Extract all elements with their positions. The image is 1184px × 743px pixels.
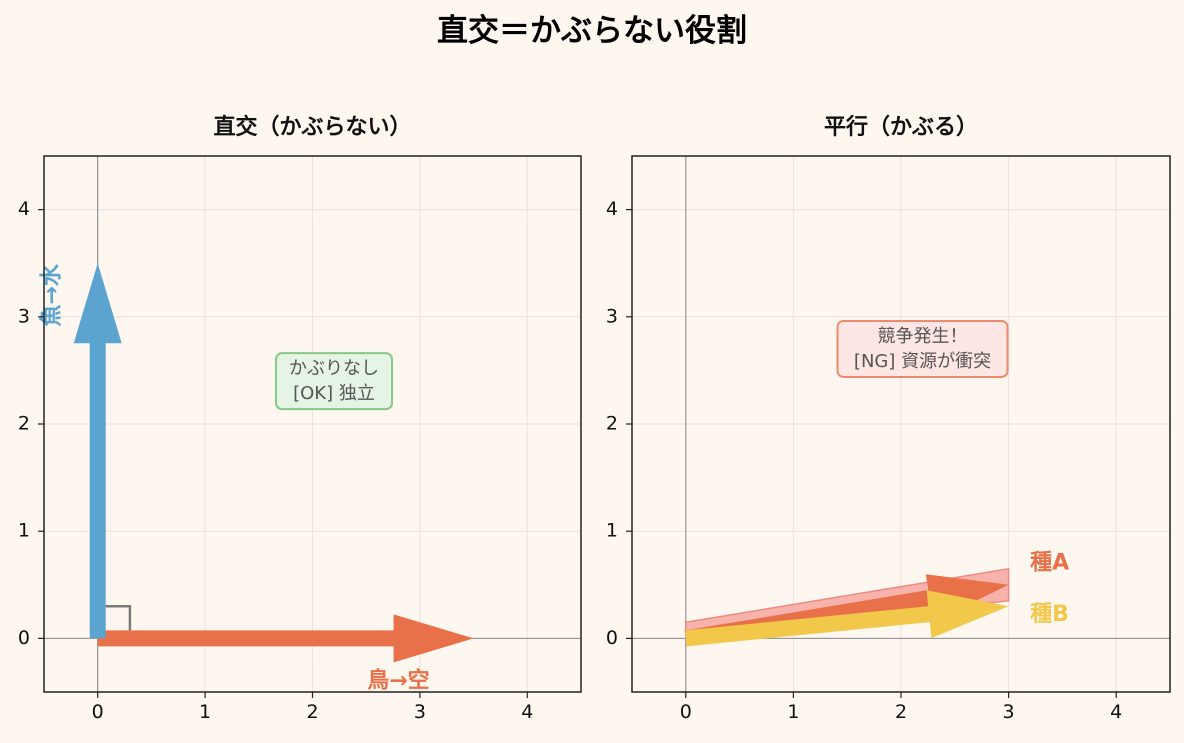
annotation-text: [NG] 資源が衝突 <box>854 351 991 372</box>
y-tick-label: 4 <box>18 198 30 220</box>
y-tick-label: 2 <box>18 413 30 435</box>
y-tick-label: 1 <box>18 520 30 542</box>
right-angle-marker <box>97 604 132 639</box>
vector-label: 鳥→空 <box>367 667 429 693</box>
x-tick-label: 1 <box>199 701 211 723</box>
figure-title: 直交＝かぶらない役割 <box>437 13 747 49</box>
panel-title-orthogonal: 直交（かぶらない） <box>213 114 411 140</box>
annotation-text: [OK] 独立 <box>293 383 375 404</box>
x-tick-label: 2 <box>895 701 907 723</box>
annotation-text: かぶりなし <box>289 358 379 379</box>
y-tick-label: 2 <box>606 413 618 435</box>
x-tick-label: 3 <box>414 701 426 723</box>
annotation-box <box>836 319 1009 378</box>
x-tick-label: 3 <box>1003 701 1015 723</box>
y-tick-label: 3 <box>18 305 30 327</box>
vector-label: 種B <box>1030 602 1069 627</box>
y-tick-label: 4 <box>606 198 618 220</box>
x-tick-label: 1 <box>787 701 799 723</box>
y-tick-label: 3 <box>606 305 618 327</box>
x-tick-label: 0 <box>680 701 692 723</box>
vector-arrow <box>685 590 1009 647</box>
y-tick-label: 0 <box>18 627 30 649</box>
panel-title-parallel: 平行（かぶる） <box>824 114 978 140</box>
annotation-text: 競争発生！ <box>878 326 968 347</box>
panel-parallel: 平行（かぶる） 種A 種B 競争発生！ [NG] 資源が衝突 0 1 2 3 4 0 1 2 3 4 <box>606 114 1171 723</box>
annotation-box <box>274 352 393 411</box>
y-tick-label: 0 <box>606 627 618 649</box>
vector-arrow <box>97 614 474 663</box>
vector-label: 魚→水 <box>39 263 65 326</box>
x-tick-label: 0 <box>92 701 104 723</box>
x-tick-label: 4 <box>1110 701 1122 723</box>
vector-arrow <box>73 263 122 639</box>
x-tick-label: 4 <box>521 701 533 723</box>
y-tick-label: 1 <box>606 520 618 542</box>
vector-label: 種A <box>1030 550 1069 575</box>
x-tick-label: 2 <box>306 701 318 723</box>
